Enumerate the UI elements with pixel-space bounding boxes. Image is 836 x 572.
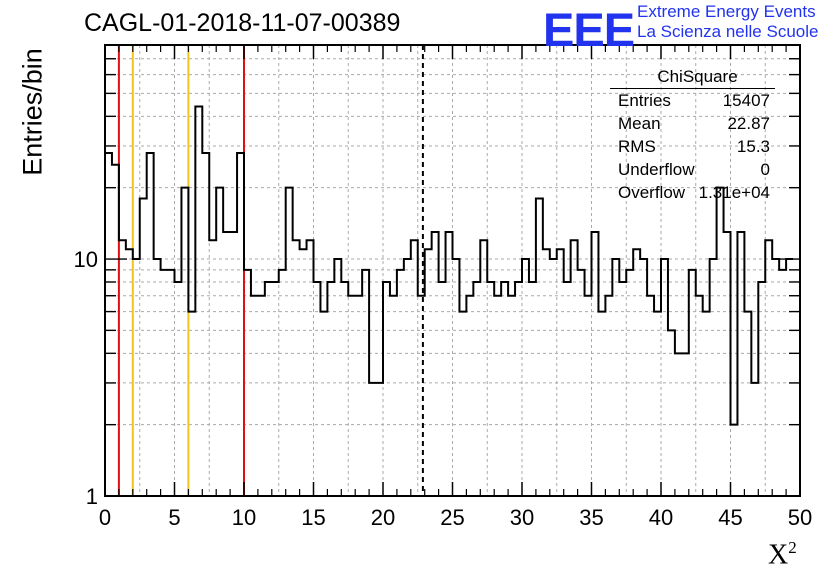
stats-value: 0 <box>760 160 770 179</box>
x-tick-label: 35 <box>579 505 603 530</box>
x-tick-label: 20 <box>371 505 395 530</box>
x-tick-label: 45 <box>718 505 742 530</box>
brand-line-1: Extreme Energy Events <box>637 2 816 21</box>
stats-value: 15.3 <box>736 137 770 156</box>
y-tick-label: 1 <box>86 484 98 509</box>
x-tick-label: 0 <box>99 505 111 530</box>
x-tick-label: 15 <box>301 505 325 530</box>
stats-box: ChiSquare Entries 15407 Mean 22.87 RMS 1… <box>610 66 775 204</box>
stats-row: Overflow 1.31e+04 <box>610 181 775 204</box>
x-tick-label: 40 <box>649 505 673 530</box>
stats-label: Mean <box>618 114 661 133</box>
axis-ticks: 0 5 10 15 20 25 30 35 40 45 50 1 10 <box>74 44 812 530</box>
stats-row: Entries 15407 <box>610 89 775 112</box>
eee-logo: EEE <box>543 3 635 56</box>
stats-label: Overflow <box>618 183 686 202</box>
stats-title: ChiSquare <box>657 67 738 86</box>
y-axis-label: Entries/bin <box>17 48 48 176</box>
x-tick-label: 10 <box>232 505 256 530</box>
stats-value: 22.87 <box>727 114 770 133</box>
x-tick-label: 5 <box>168 505 180 530</box>
stats-label: Underflow <box>618 160 695 179</box>
stats-value: 1.31e+04 <box>698 183 770 202</box>
y-tick-label: 10 <box>74 247 98 272</box>
stats-value: 15407 <box>722 91 770 110</box>
stats-label: Entries <box>618 91 671 110</box>
x-tick-label: 25 <box>440 505 464 530</box>
x-tick-label: 50 <box>788 505 812 530</box>
stats-row: Underflow 0 <box>610 158 775 181</box>
stats-divider <box>610 88 775 89</box>
stats-row: RMS 15.3 <box>610 135 775 158</box>
stats-row: Mean 22.87 <box>610 112 775 135</box>
brand-line-2: La Scienza nelle Scuole <box>637 22 819 41</box>
x-axis-label: X2 <box>768 538 797 571</box>
stats-label: RMS <box>618 137 656 156</box>
x-tick-label: 30 <box>510 505 534 530</box>
histogram-series <box>105 105 794 426</box>
chart-title: CAGL-01-2018-11-07-00389 <box>84 9 401 37</box>
